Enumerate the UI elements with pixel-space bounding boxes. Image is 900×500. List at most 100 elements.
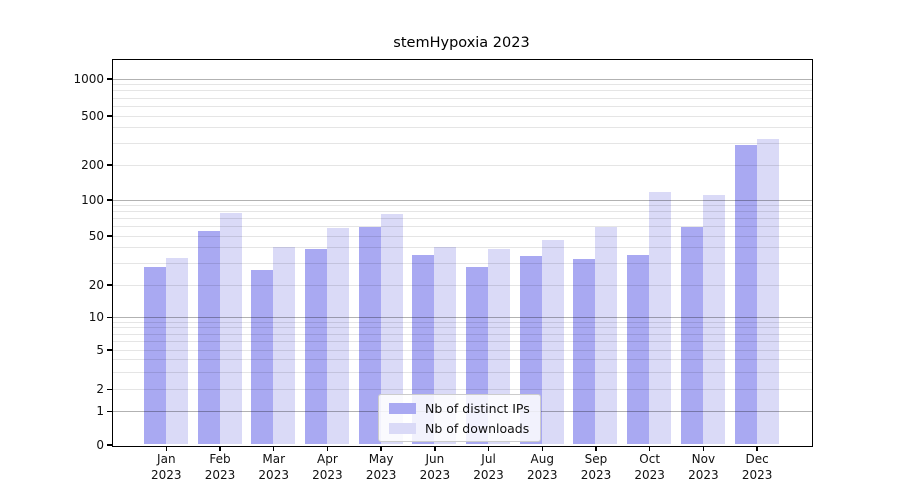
legend-swatch-downloads: [389, 422, 416, 434]
y-tick-label: 500: [81, 108, 104, 123]
y-gridline-minor: [112, 389, 812, 390]
x-tick-mark: [756, 446, 758, 451]
y-gridline-minor: [112, 235, 812, 237]
x-tick-label: Oct 2023: [634, 452, 665, 482]
bar-downloads-oct: [649, 192, 672, 445]
y-tick-label: 2: [96, 382, 104, 396]
y-tick-mark: [106, 115, 112, 117]
bar-downloads-feb: [219, 213, 242, 445]
x-tick-label: Jul 2023: [473, 452, 504, 482]
y-gridline-minor: [112, 105, 812, 107]
x-tick-label: Sep 2023: [580, 452, 612, 482]
x-tick-label: Mar 2023: [258, 452, 289, 482]
y-gridline-minor: [112, 359, 812, 361]
x-tick-mark: [541, 446, 543, 451]
y-gridline-minor: [112, 97, 812, 99]
y-gridline-minor: [112, 84, 812, 86]
y-gridline-major: [112, 317, 812, 318]
x-tick-mark: [272, 446, 275, 451]
bar-downloads-nov: [702, 194, 725, 445]
y-gridline-minor: [112, 226, 812, 228]
x-tick-label: May 2023: [365, 452, 397, 482]
y-tick-label: 0: [96, 437, 104, 452]
bar-distinct-ips-dec: [734, 144, 757, 445]
y-tick-mark: [106, 388, 112, 391]
y-gridline-minor: [112, 211, 812, 213]
y-tick-mark: [106, 316, 112, 319]
bar-distinct-ips-oct: [627, 254, 650, 445]
y-tick-label: 100: [81, 192, 104, 207]
y-tick-label: 200: [81, 157, 104, 172]
y-tick-mark: [106, 444, 112, 446]
legend-swatch-distinct-ips: [389, 402, 416, 414]
bar-distinct-ips-nov: [680, 226, 703, 445]
x-tick-label: Dec 2023: [741, 452, 773, 482]
legend: Nb of distinct IPs Nb of downloads: [378, 394, 541, 442]
y-tick-label: 10: [88, 310, 104, 324]
y-gridline-minor: [112, 204, 812, 206]
y-tick-label: 20: [88, 277, 104, 292]
bar-distinct-ips-may: [358, 226, 381, 445]
x-tick-mark: [219, 446, 221, 451]
x-tick-mark: [648, 446, 651, 451]
x-tick-label: Jan 2023: [151, 452, 182, 482]
x-tick-mark: [165, 446, 168, 451]
y-gridline-minor: [112, 218, 812, 220]
x-tick-label: Feb 2023: [204, 452, 236, 482]
y-gridline-minor: [112, 142, 812, 144]
bar-distinct-ips-mar: [251, 270, 274, 445]
bar-downloads-mar: [273, 247, 296, 445]
legend-row: Nb of distinct IPs: [389, 400, 530, 416]
bar-downloads-dec: [756, 139, 779, 445]
y-gridline-minor: [112, 327, 812, 329]
y-gridline-minor: [112, 321, 812, 323]
y-tick-mark: [106, 78, 112, 80]
bar-downloads-sep: [595, 226, 618, 445]
x-tick-label: Nov 2023: [688, 452, 719, 482]
legend-label: Nb of downloads: [425, 420, 530, 436]
y-tick-mark: [106, 284, 112, 286]
x-tick-mark: [326, 446, 329, 451]
bar-distinct-ips-feb: [197, 230, 220, 445]
y-gridline-minor: [112, 247, 812, 249]
x-tick-label: Aug 2023: [526, 452, 558, 482]
chart-title: stemHypoxia 2023: [393, 35, 530, 51]
x-tick-label: Apr 2023: [312, 452, 343, 482]
bar-downloads-aug: [541, 239, 564, 445]
x-tick-label: Jun 2023: [419, 452, 451, 482]
x-tick-mark: [380, 446, 382, 451]
y-tick-mark: [106, 164, 112, 166]
y-tick-mark: [106, 199, 112, 201]
bar-downloads-jan: [165, 257, 188, 445]
y-gridline-major: [112, 199, 812, 201]
y-gridline-minor: [112, 284, 812, 286]
y-gridline-minor: [112, 115, 812, 117]
x-tick-mark: [702, 446, 705, 451]
y-gridline-minor: [112, 340, 812, 342]
y-tick-mark: [106, 235, 112, 237]
y-gridline-minor: [112, 349, 812, 351]
bar-downloads-may: [380, 214, 403, 445]
y-gridline-minor: [112, 127, 812, 129]
y-gridline-minor: [112, 164, 812, 166]
y-tick-label: 50: [88, 228, 104, 243]
y-tick-label: 1: [96, 404, 104, 418]
y-gridline-minor: [112, 371, 812, 373]
legend-label: Nb of distinct IPs: [425, 400, 530, 416]
y-gridline-minor: [112, 262, 812, 264]
y-tick-label: 5: [96, 342, 104, 357]
bar-distinct-ips-apr: [304, 248, 327, 445]
bar-distinct-ips-jan: [143, 266, 166, 445]
y-gridline-minor: [112, 333, 812, 335]
y-tick-mark: [106, 349, 112, 351]
y-tick-mark: [106, 410, 112, 413]
legend-row: Nb of downloads: [389, 420, 530, 436]
y-gridline-major: [112, 78, 812, 80]
x-tick-mark: [595, 446, 597, 451]
y-tick-label: 1000: [73, 71, 104, 86]
x-tick-mark: [434, 446, 436, 451]
bar-distinct-ips-sep: [573, 259, 596, 445]
y-gridline-minor: [112, 90, 812, 92]
plot-area: [111, 58, 813, 447]
